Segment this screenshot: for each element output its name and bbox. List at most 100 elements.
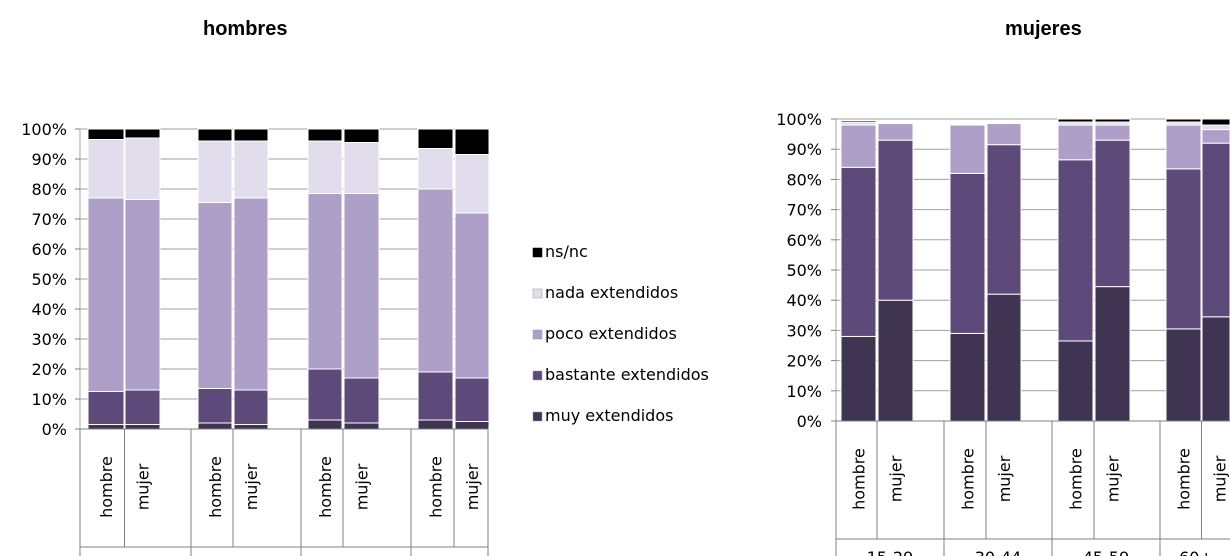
y-tick-label: 30%: [786, 321, 822, 340]
bar-segment: [124, 389, 161, 425]
bar-segment: [840, 335, 877, 422]
bar-segment: [1094, 118, 1131, 123]
y-tick-label: 20%: [786, 352, 822, 371]
bar-segment: [307, 193, 343, 370]
bar-segment: [949, 124, 986, 174]
bar-segment: [454, 212, 490, 379]
y-tick-label: 0%: [42, 420, 67, 439]
y-tick-label: 0%: [797, 412, 822, 431]
bar-segment: [87, 139, 125, 199]
x-category-label: hombre: [97, 456, 116, 518]
bar-segment: [1094, 139, 1131, 288]
bar-segment: [343, 142, 380, 194]
x-category-label: mujer: [887, 455, 906, 502]
chart-title-hombres: hombres: [203, 18, 288, 40]
bar-segment: [233, 424, 269, 430]
legend: ns/nc nada extendidos poco extendidos basta…: [532, 242, 709, 425]
x-group-label: 15-29: [867, 548, 914, 556]
x-category-label: mujer: [995, 455, 1014, 502]
bar-segment: [307, 140, 343, 194]
bar-segment: [233, 140, 269, 199]
y-tick-label: 30%: [31, 330, 67, 349]
bar-segment: [1165, 328, 1202, 422]
bar-segment: [417, 148, 454, 190]
y-tick-label: 40%: [786, 291, 822, 310]
bar-segment: [307, 419, 343, 430]
y-tick-label: 100%: [21, 120, 67, 139]
bar-segment: [417, 128, 454, 149]
bar-segment: [840, 120, 877, 123]
x-category-label: mujer: [1104, 455, 1123, 502]
bar-segment: [233, 389, 269, 425]
y-tick-label: 90%: [786, 140, 822, 159]
bar-segment: [87, 197, 125, 392]
bar-segment: [1057, 340, 1094, 422]
bar-segment: [1165, 168, 1202, 330]
x-category-label: mujer: [1211, 455, 1230, 502]
bar-segment: [343, 422, 380, 430]
x-category-label: hombre: [959, 448, 978, 510]
bar-segment: [343, 193, 380, 379]
y-tick-label: 70%: [786, 201, 822, 220]
bar-segment: [197, 388, 233, 424]
legend-swatch: [532, 288, 543, 299]
bar-segment: [840, 124, 877, 168]
y-tick-label: 20%: [31, 360, 67, 379]
bar-segment: [877, 299, 914, 422]
y-tick-label: 70%: [31, 210, 67, 229]
y-tick-label: 60%: [786, 231, 822, 250]
x-category-label: mujer: [353, 463, 372, 510]
x-category-label: hombre: [206, 456, 225, 518]
legend-swatch: [532, 329, 543, 340]
bar-segment: [1201, 129, 1230, 144]
bar-segment: [197, 140, 233, 203]
bar-segment: [124, 137, 161, 200]
bar-segment: [1201, 142, 1230, 318]
y-tick-label: 10%: [786, 382, 822, 401]
bar-segment: [417, 419, 454, 430]
x-group-label: 45-59: [1083, 548, 1130, 556]
bar-segment: [197, 422, 233, 430]
legend-label: nada extendidos: [545, 283, 678, 302]
x-group-label: 60+: [1179, 548, 1213, 556]
bar-segment: [454, 421, 490, 430]
legend-label: poco extendidos: [545, 324, 677, 343]
legend-swatch: [532, 411, 543, 422]
bar-segment: [1201, 316, 1230, 422]
bar-segment: [1094, 286, 1131, 422]
bar-segment: [949, 172, 986, 334]
bar-segment: [1057, 159, 1094, 342]
x-category-label: hombre: [427, 456, 446, 518]
bar-segment: [124, 128, 161, 139]
bar-segment: [124, 424, 161, 430]
bar-segment: [454, 377, 490, 422]
x-category-label: mujer: [242, 463, 261, 510]
bar-segment: [986, 144, 1022, 295]
legend-label: bastante extendidos: [545, 365, 709, 384]
bar-segment: [307, 368, 343, 421]
x-category-label: mujer: [134, 463, 153, 510]
y-tick-label: 50%: [31, 270, 67, 289]
bar-segment: [87, 391, 125, 425]
bar-segment: [87, 128, 125, 140]
bar-segment: [343, 377, 380, 424]
bar-segment: [1201, 124, 1230, 131]
bar-segment: [233, 128, 269, 142]
bar-segment: [454, 154, 490, 214]
bar-segment: [87, 424, 125, 430]
bar-segment: [417, 188, 454, 373]
plot-hombres: 0%10%20%30%40%50%60%70%80%90%100%hombre m…: [21, 120, 490, 556]
x-category-label: hombre: [1175, 448, 1194, 510]
bar-segment: [1165, 124, 1202, 170]
bar-segment: [1057, 118, 1094, 123]
legend-label: ns/nc: [545, 242, 588, 261]
bar-segment: [197, 202, 233, 389]
legend-label: muy extendidos: [545, 406, 673, 425]
y-tick-label: 80%: [31, 180, 67, 199]
bar-segment: [877, 139, 914, 301]
bar-segment: [454, 128, 490, 155]
y-tick-label: 100%: [776, 110, 822, 129]
x-category-label: hombre: [316, 456, 335, 518]
